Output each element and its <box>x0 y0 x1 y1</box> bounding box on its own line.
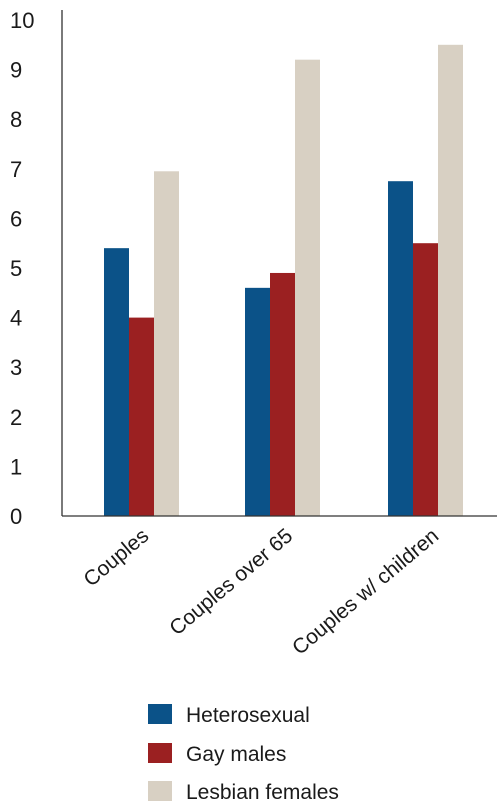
y-tick-label: 0 <box>10 504 22 529</box>
bar-gay-males-couples-w-children <box>413 243 438 516</box>
x-category-label: Couples over 65 <box>165 524 297 640</box>
bar-gay-males-couples <box>129 317 154 516</box>
y-tick-label: 5 <box>10 256 22 281</box>
y-tick-label: 10 <box>10 8 34 33</box>
y-tick-label: 1 <box>10 454 22 479</box>
legend-label-lesbian-females: Lesbian females <box>186 781 339 804</box>
axes-layer <box>61 10 497 517</box>
bars-layer <box>104 44 463 517</box>
legend-swatch-gay-males <box>148 743 172 763</box>
y-tick-labels: 0 1 2 3 4 5 6 7 8 9 10 <box>10 8 34 529</box>
y-tick-label: 4 <box>10 306 22 331</box>
legend-swatch-heterosexual <box>148 704 172 724</box>
y-tick-label: 6 <box>10 206 22 231</box>
x-category-label: Couples <box>79 524 153 591</box>
y-tick-label: 3 <box>10 355 22 380</box>
bar-gay-males-couples-over-65 <box>270 272 295 516</box>
bar-heterosexual-couples-over-65 <box>245 287 270 516</box>
bar-heterosexual-couples <box>104 248 129 516</box>
bar-lesbian-females-couples-w-children <box>438 44 463 517</box>
x-category-label: Couples w/ children <box>288 524 443 659</box>
y-tick-label: 7 <box>10 157 22 182</box>
bar-lesbian-females-couples-over-65 <box>295 59 320 517</box>
y-tick-label: 9 <box>10 58 22 83</box>
bar-lesbian-females-couples <box>154 171 179 516</box>
legend: Heterosexual Gay males Lesbian females <box>148 704 339 804</box>
legend-swatch-lesbian-females <box>148 781 172 801</box>
legend-label-heterosexual: Heterosexual <box>186 704 310 727</box>
y-tick-label: 8 <box>10 107 22 132</box>
bar-heterosexual-couples-w-children <box>388 181 413 516</box>
y-tick-label: 2 <box>10 405 22 430</box>
legend-label-gay-males: Gay males <box>186 743 286 766</box>
